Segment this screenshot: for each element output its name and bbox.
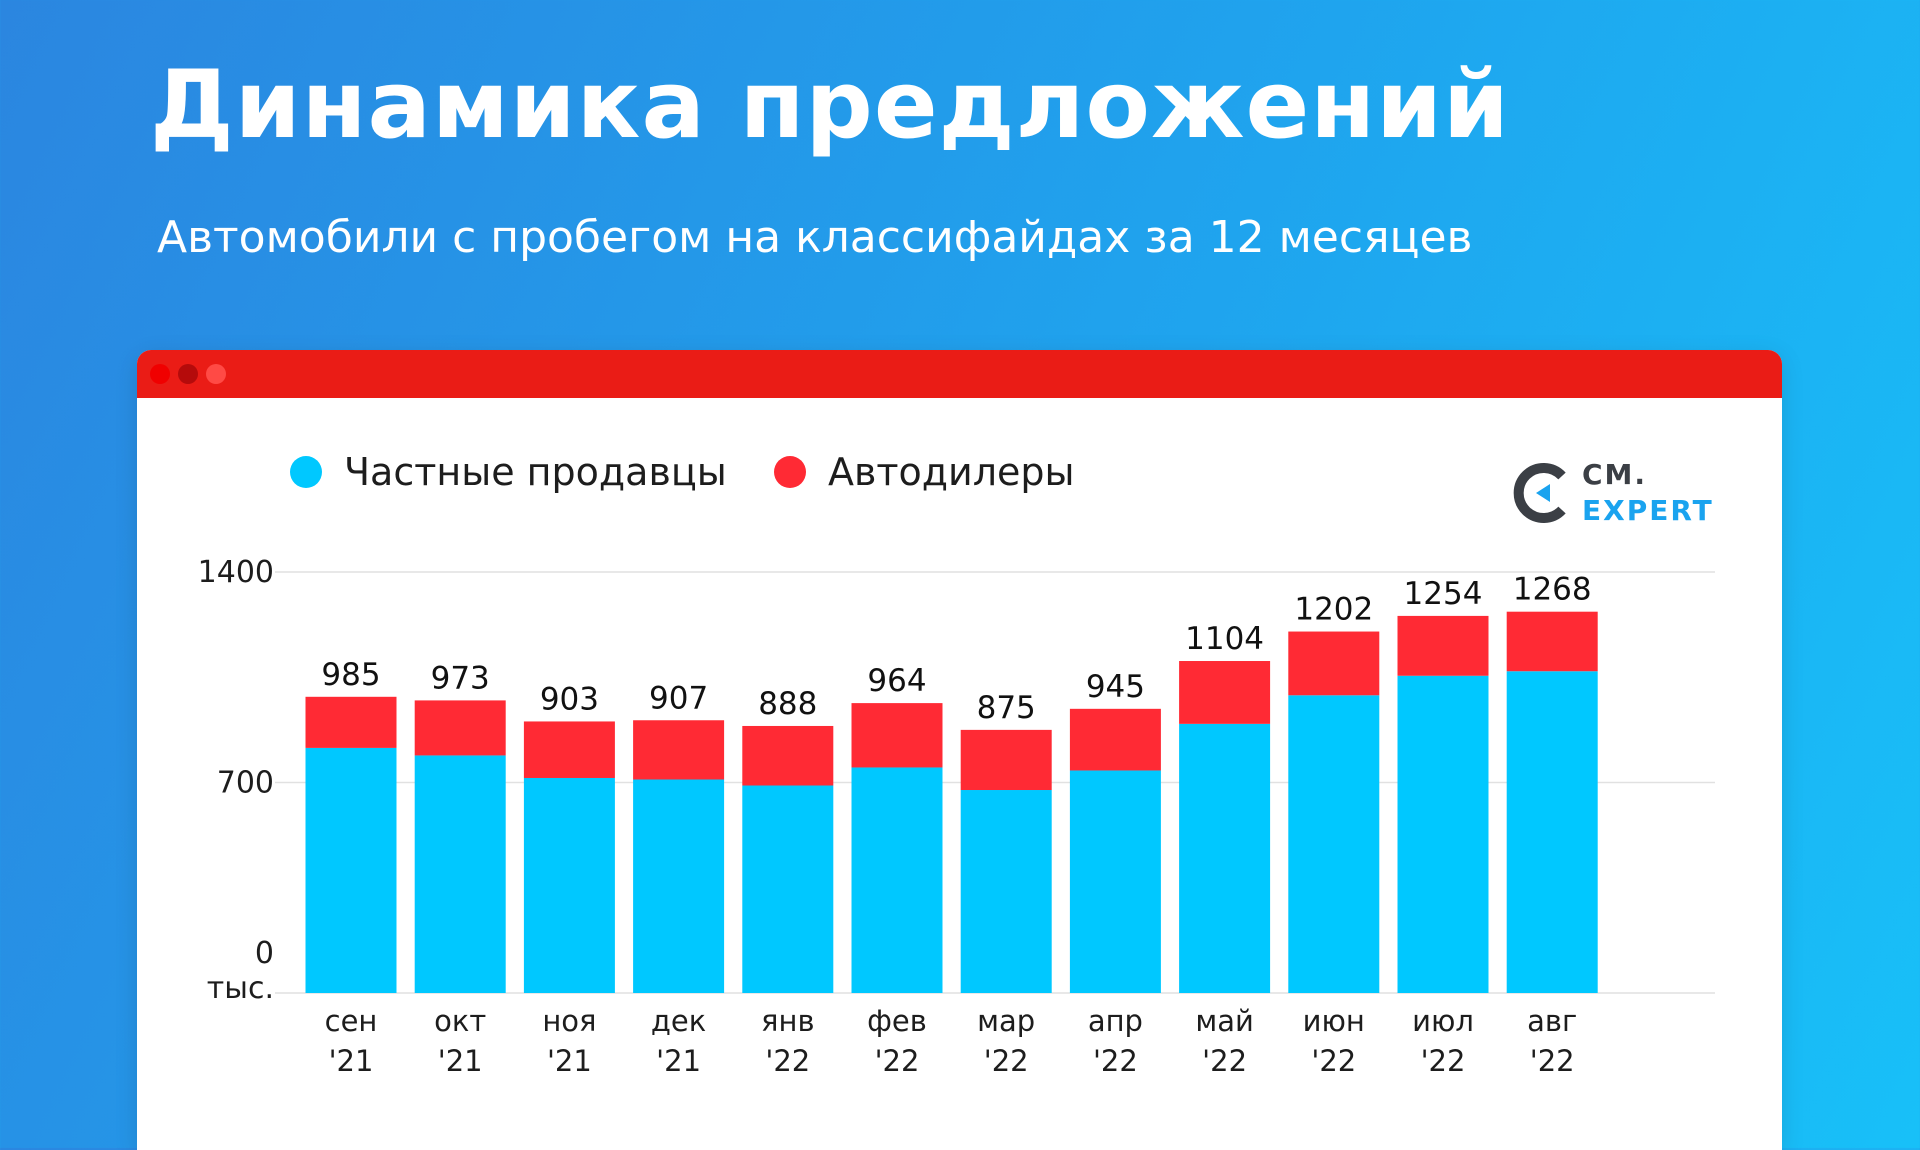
bar-total-label: 907 bbox=[649, 680, 708, 716]
x-tick-month: фев bbox=[867, 1004, 927, 1038]
logo-text-expert: EXPERT bbox=[1582, 494, 1714, 527]
logo-text-cm: CM. bbox=[1582, 458, 1648, 491]
bar-private bbox=[523, 777, 615, 993]
x-tick-month: ноя bbox=[542, 1004, 596, 1038]
x-tick-year: '22 bbox=[984, 1044, 1029, 1078]
x-tick-year: '22 bbox=[765, 1044, 810, 1078]
window-titlebar bbox=[137, 350, 1782, 398]
bar-dealers bbox=[523, 721, 615, 778]
bar-private bbox=[414, 755, 506, 993]
cm-expert-logo: CM. EXPERT bbox=[1512, 458, 1712, 538]
bar-total-label: 973 bbox=[431, 660, 490, 696]
bar-dealers bbox=[742, 725, 834, 786]
bar-total-label: 888 bbox=[758, 686, 817, 722]
window-minimize-dot bbox=[178, 364, 198, 384]
bar-total-label: 945 bbox=[1086, 669, 1145, 705]
stacked-bar-chart: 0 700 1400 тыс. 985 сен '21 973 окт '21 903 ноя '21 9… bbox=[198, 555, 1715, 1078]
bar-private bbox=[742, 785, 834, 993]
bar-total-label: 903 bbox=[540, 681, 599, 717]
legend-item-dealers: Автодилеры bbox=[774, 450, 1075, 494]
bar-private bbox=[851, 767, 943, 993]
bar-dealers bbox=[305, 696, 397, 748]
x-tick-year: '22 bbox=[1421, 1044, 1466, 1078]
bar-private bbox=[305, 747, 397, 993]
legend-label-private: Частные продавцы bbox=[344, 450, 727, 494]
bar-total-label: 1202 bbox=[1294, 592, 1373, 628]
x-tick-year: '22 bbox=[1530, 1044, 1575, 1078]
x-tick-year: '21 bbox=[547, 1044, 592, 1078]
bar-dealers bbox=[633, 720, 725, 780]
bar-private bbox=[1288, 695, 1380, 993]
bar-dealers bbox=[1288, 631, 1380, 696]
x-tick-year: '21 bbox=[438, 1044, 483, 1078]
x-tick-month: апр bbox=[1088, 1004, 1143, 1038]
page-title: Динамика предложений bbox=[150, 51, 1510, 160]
y-tick-label: 0 bbox=[255, 936, 274, 971]
bar-dealers bbox=[851, 703, 943, 768]
x-tick-month: июл bbox=[1412, 1004, 1474, 1038]
x-tick-year: '22 bbox=[1202, 1044, 1247, 1078]
x-tick-month: июн bbox=[1303, 1004, 1365, 1038]
window-maximize-dot bbox=[206, 364, 226, 384]
bar-private bbox=[1397, 675, 1489, 993]
legend-label-dealers: Автодилеры bbox=[828, 450, 1075, 494]
bar-private bbox=[960, 790, 1052, 993]
x-tick-year: '21 bbox=[656, 1044, 701, 1078]
bar-total-label: 964 bbox=[867, 663, 926, 699]
bar-dealers bbox=[1069, 708, 1161, 771]
x-tick-year: '22 bbox=[1093, 1044, 1138, 1078]
bar-private bbox=[1069, 770, 1161, 993]
x-tick-month: мар bbox=[977, 1004, 1035, 1038]
x-tick-month: авг bbox=[1527, 1004, 1577, 1038]
bar-dealers bbox=[960, 729, 1052, 791]
legend-swatch-private bbox=[290, 456, 322, 488]
page-subtitle: Автомобили с пробегом на классифайдах за… bbox=[157, 212, 1473, 263]
x-tick-month: окт bbox=[434, 1004, 486, 1038]
x-tick-year: '22 bbox=[875, 1044, 920, 1078]
x-tick-year: '21 bbox=[329, 1044, 374, 1078]
bar-dealers bbox=[1506, 611, 1598, 672]
bar-dealers bbox=[1179, 661, 1271, 724]
bar-total-label: 1104 bbox=[1185, 621, 1264, 657]
bar-total-label: 1268 bbox=[1513, 572, 1592, 608]
x-tick-month: май bbox=[1195, 1004, 1254, 1038]
legend-swatch-dealers bbox=[774, 456, 806, 488]
x-tick-month: янв bbox=[761, 1004, 815, 1038]
x-tick-month: сен bbox=[325, 1004, 378, 1038]
bar-dealers bbox=[414, 700, 506, 756]
chart-window: Частные продавцы Автодилеры CM. EXPERT 0… bbox=[137, 350, 1782, 1150]
legend-item-private: Частные продавцы bbox=[290, 450, 727, 494]
y-tick-label: 700 bbox=[217, 766, 274, 801]
bar-private bbox=[1506, 671, 1598, 993]
bar-total-label: 985 bbox=[321, 657, 380, 693]
x-tick-month: дек bbox=[651, 1004, 706, 1038]
logo-mark-icon bbox=[1513, 463, 1566, 523]
x-tick-year: '22 bbox=[1311, 1044, 1356, 1078]
bar-total-label: 875 bbox=[977, 690, 1036, 726]
window-close-dot bbox=[150, 364, 170, 384]
bar-private bbox=[633, 779, 725, 993]
bar-dealers bbox=[1397, 615, 1489, 676]
y-tick-label: 1400 bbox=[198, 555, 274, 590]
bar-total-label: 1254 bbox=[1404, 576, 1483, 612]
bar-private bbox=[1179, 723, 1271, 993]
y-unit-label: тыс. bbox=[207, 971, 274, 1006]
